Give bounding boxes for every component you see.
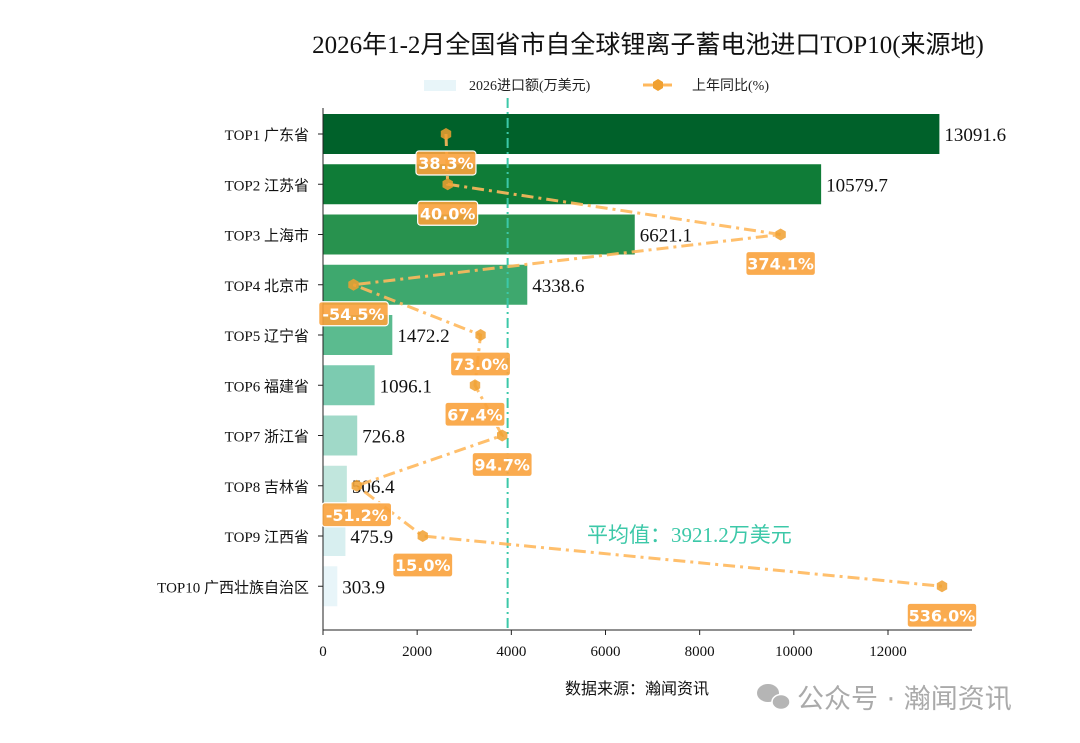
yoy-label: 40.0%: [420, 204, 476, 223]
legend-marker-line: [653, 79, 663, 91]
yoy-label-box: [318, 301, 389, 327]
x-tick-label: 8000: [685, 644, 715, 660]
yoy-label-box: [471, 451, 533, 478]
category-label: TOP10 广西壮族自治区: [157, 579, 309, 596]
x-tick-label: 6000: [591, 644, 621, 660]
yoy-label: 374.1%: [747, 255, 814, 274]
yoy-marker: [497, 429, 508, 442]
yoy-marker: [348, 278, 359, 291]
yoy-label-box: [449, 351, 512, 377]
bar-value-label: 6621.1: [640, 226, 692, 247]
category-label: TOP5 辽宁省: [225, 328, 309, 345]
bar: [323, 164, 822, 205]
category-label: TOP9 江西省: [225, 529, 309, 546]
mean-label: 平均值：3921.2万美元: [587, 523, 792, 547]
yoy-marker: [469, 379, 481, 392]
yoy-label: 73.0%: [453, 355, 509, 374]
watermark-text: 公众号 · 瀚闻资讯: [797, 684, 1012, 715]
x-tick-label: 0: [319, 644, 327, 660]
yoy-label: -54.5%: [322, 305, 384, 324]
bar: [323, 465, 347, 506]
bar-value-label: 1096.1: [380, 376, 432, 397]
bar-value-label: 4338.6: [532, 276, 584, 297]
bar: [323, 214, 635, 255]
bar: [323, 365, 375, 406]
bar-value-label: 10579.7: [826, 175, 888, 196]
chart-title: 2026年1-2月全国省市自全球锂离子蓄电池进口TOP10(来源地): [312, 31, 984, 59]
bar-value-label: 475.9: [350, 527, 393, 548]
bar-value-label: 303.9: [342, 577, 385, 598]
category-label: TOP8 吉林省: [225, 479, 309, 496]
yoy-marker: [475, 329, 486, 341]
x-tick-label: 10000: [775, 644, 813, 660]
legend-swatch-bar: [424, 80, 456, 91]
category-label: TOP6 福建省: [225, 378, 309, 395]
bar: [323, 415, 358, 456]
yoy-label: 38.3%: [418, 154, 474, 173]
yoy-label-box: [321, 502, 393, 528]
yoy-label-box: [906, 602, 978, 628]
category-label: TOP7 浙江省: [225, 429, 309, 446]
yoy-label-box: [415, 150, 477, 176]
x-tick-label: 2000: [402, 644, 432, 660]
category-label: TOP3 上海市: [225, 228, 309, 245]
legend-label-line: 上年同比(%): [692, 78, 769, 94]
yoy-marker: [440, 128, 452, 140]
yoy-marker: [351, 479, 362, 492]
yoy-label-box: [745, 250, 817, 277]
bar-value-label: 506.4: [352, 477, 395, 498]
yoy-label-box: [444, 401, 506, 427]
source-note: 数据来源：瀚闻资讯: [565, 680, 709, 698]
yoy-label: 15.0%: [395, 556, 451, 575]
yoy-label-box: [417, 200, 479, 226]
bar-value-label: 13091.6: [944, 125, 1006, 146]
yoy-label-box: [392, 552, 454, 578]
legend-label-bar: 2026进口额(万美元): [469, 78, 591, 94]
yoy-marker: [775, 228, 786, 241]
yoy-label: 536.0%: [909, 606, 976, 625]
yoy-marker: [936, 580, 948, 593]
yoy-label: -51.2%: [326, 506, 388, 525]
category-label: TOP1 广东省: [225, 127, 309, 144]
bar-value-label: 726.8: [362, 427, 405, 448]
category-label: TOP4 北京市: [225, 278, 309, 295]
yoy-label: 94.7%: [474, 456, 530, 475]
bar: [323, 114, 940, 154]
yoy-label: 67.4%: [447, 405, 503, 424]
x-tick-label: 12000: [869, 644, 907, 660]
wechat-watermark: 公众号 · 瀚闻资讯: [757, 684, 1012, 715]
bar: [323, 566, 338, 607]
yoy-marker: [417, 530, 428, 542]
bar-value-label: 1472.2: [397, 326, 449, 347]
x-tick-label: 4000: [496, 644, 526, 660]
category-label: TOP2 江苏省: [225, 177, 309, 194]
legend: 2026进口额(万美元) 上年同比(%): [424, 78, 769, 94]
yoy-marker: [442, 178, 453, 191]
